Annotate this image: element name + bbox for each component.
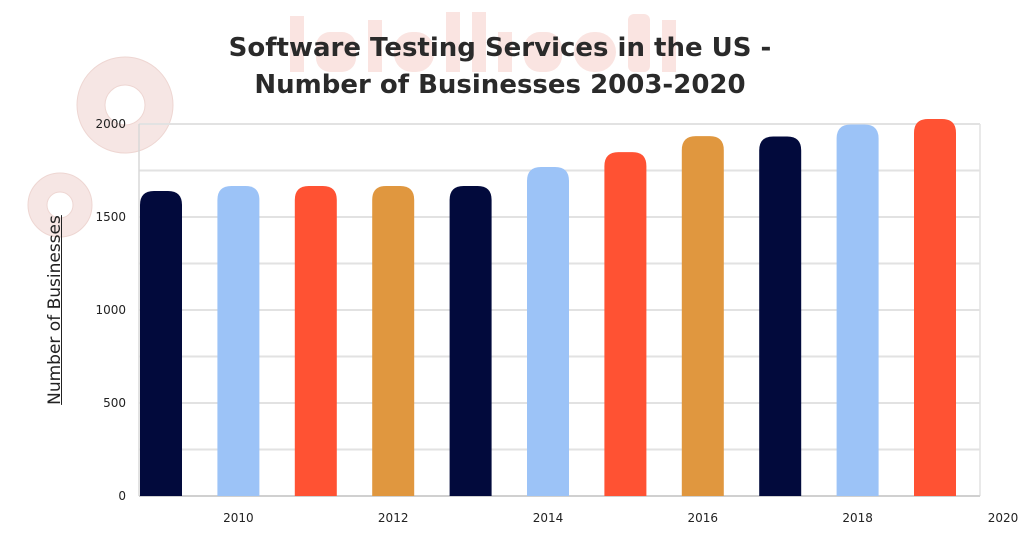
bar-2016 (681, 136, 724, 496)
x-tick-label: 2012 (378, 511, 409, 525)
x-tick-label: 2020 (988, 511, 1019, 525)
x-tick-label: 2018 (842, 511, 873, 525)
x-tick-label: 2016 (688, 511, 719, 525)
bar-2017 (759, 136, 802, 496)
title-line-2: Number of Businesses 2003-2020 (254, 70, 746, 100)
bar-2011 (294, 185, 337, 497)
y-tick-label: 1000 (95, 303, 126, 317)
y-tick-label: 500 (103, 396, 126, 410)
y-tick-label: 0 (118, 489, 126, 503)
y-tick-label: 2000 (95, 117, 126, 131)
x-tick-label: 2014 (533, 511, 564, 525)
x-tick-label: 2010 (223, 511, 254, 525)
bar-2015 (604, 152, 647, 496)
title-line-1: Software Testing Services in the US - (228, 33, 772, 63)
bar-2019 (914, 118, 956, 496)
y-tick-label: 1500 (95, 210, 126, 224)
bar-2013 (449, 185, 492, 497)
watermark-letter-shapes (290, 12, 676, 72)
chart-title: Software Testing Services in the US - Nu… (170, 30, 830, 104)
bar-2010 (217, 185, 260, 497)
watermark-logo (290, 12, 676, 72)
bar-2014 (527, 166, 569, 496)
bar-2009 (140, 190, 182, 496)
bar-2012 (372, 185, 415, 497)
bar-2018 (836, 124, 879, 497)
gear-icon (27, 56, 174, 238)
